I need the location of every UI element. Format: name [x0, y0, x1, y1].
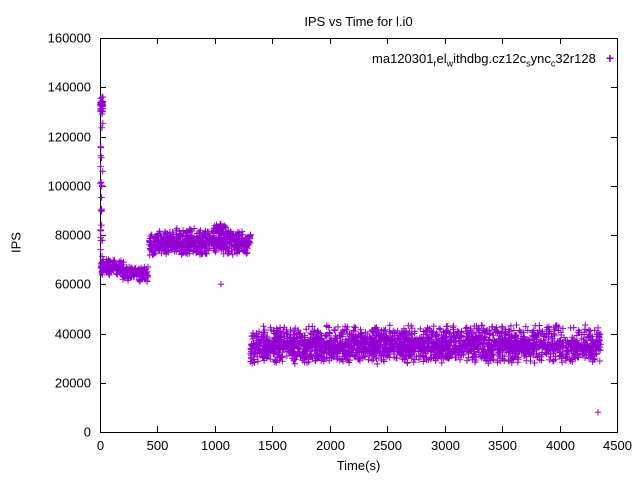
x-tick-label: 1000	[201, 438, 230, 453]
y-axis-label: IPS	[8, 232, 24, 253]
y-tick-label: 40000	[55, 327, 91, 342]
x-tick-label: 4000	[546, 438, 575, 453]
legend-text: ma120301relwithdbg.cz12csyncc32r128	[372, 51, 596, 69]
legend: ma120301relwithdbg.cz12csyncc32r128 +	[372, 50, 614, 69]
x-tick-label: 500	[147, 438, 169, 453]
x-tick-label: 3500	[488, 438, 517, 453]
y-tick-label: 120000	[48, 130, 91, 145]
y-tick-label: 140000	[48, 80, 91, 95]
chart-title: IPS vs Time for l.i0	[304, 14, 413, 29]
x-tick-label: 3000	[431, 438, 460, 453]
y-tick-label: 160000	[48, 31, 91, 46]
legend-plus-marker: +	[605, 50, 614, 66]
x-tick-label: 2500	[373, 438, 402, 453]
y-tick-label: 60000	[55, 277, 91, 292]
scatter-points	[97, 93, 604, 416]
y-tick-label: 80000	[55, 228, 91, 243]
y-tick-label: 20000	[55, 376, 91, 391]
x-tick-label: 1500	[258, 438, 287, 453]
x-tick-label: 0	[97, 438, 104, 453]
x-tick-label: 2000	[316, 438, 345, 453]
x-axis-label: Time(s)	[336, 458, 381, 473]
y-tick-label: 0	[84, 425, 91, 440]
y-tick-label: 100000	[48, 179, 91, 194]
x-tick-label: 4500	[603, 438, 632, 453]
